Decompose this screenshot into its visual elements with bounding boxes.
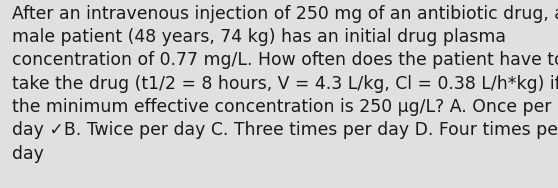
- Text: After an intravenous injection of 250 mg of an antibiotic drug, a
male patient (: After an intravenous injection of 250 mg…: [12, 5, 558, 163]
